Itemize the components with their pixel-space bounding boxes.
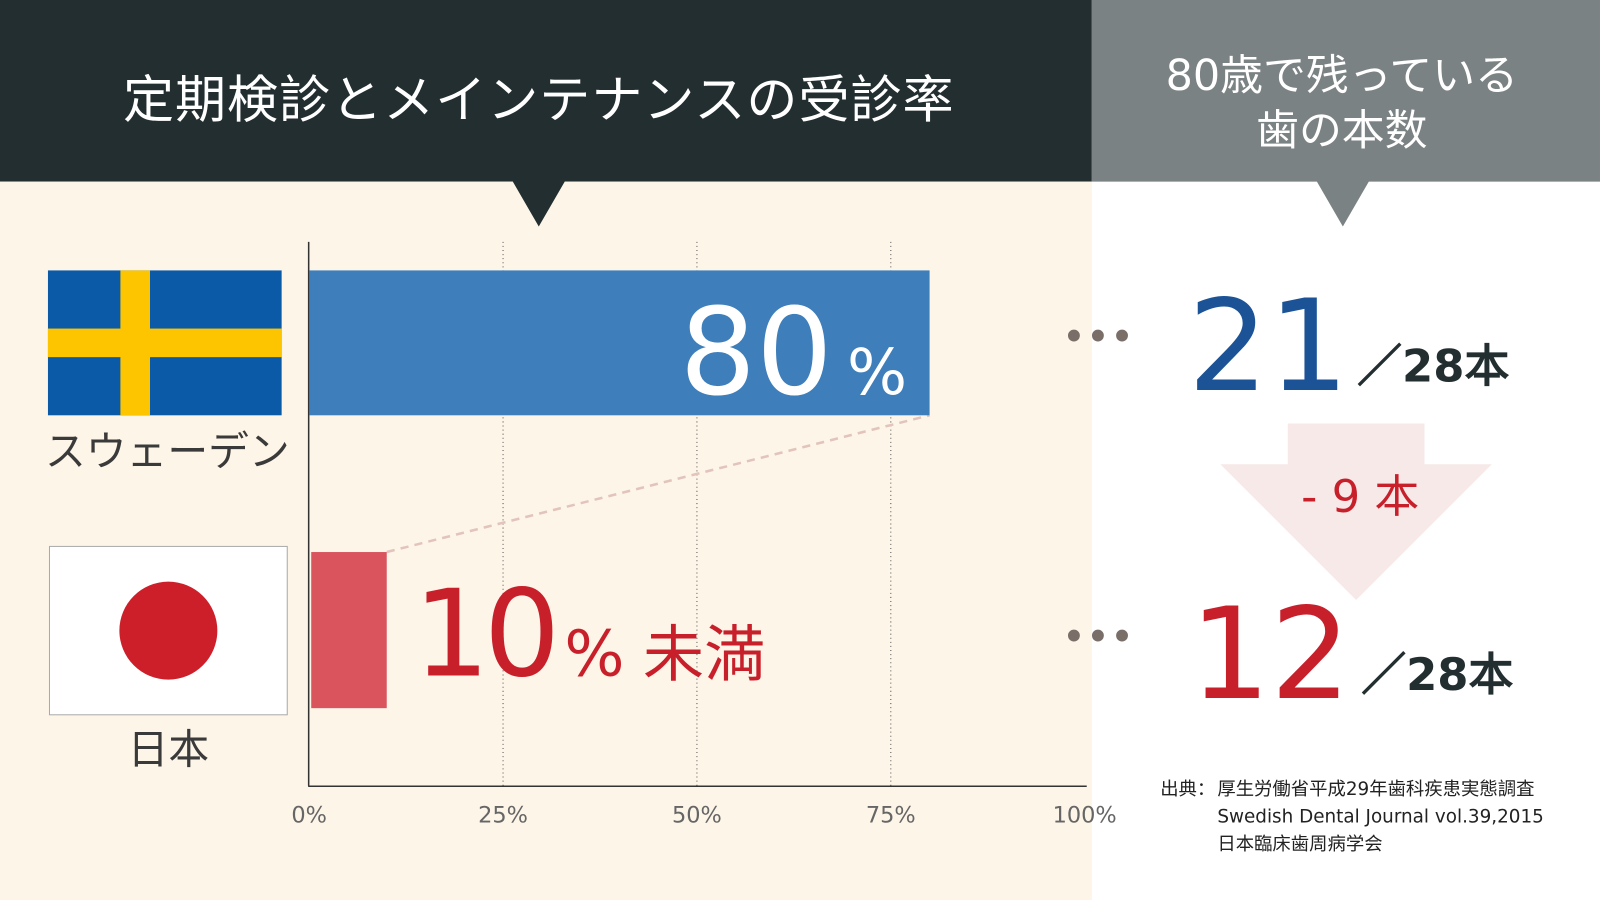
source-line-1: 厚生労働省平成29年歯科疾患実態調査 (1217, 779, 1534, 800)
x-tick-label: 25% (478, 802, 528, 828)
down-arrow (1220, 423, 1492, 600)
x-tick-label: 0% (291, 802, 327, 828)
dots-sweden: ••• (1062, 313, 1134, 361)
header-right: 80歳で残っている 歯の本数 (1091, 0, 1600, 182)
bar-label-japan-number: 10 (413, 565, 554, 705)
bar-label-sweden: 80% (680, 283, 908, 423)
teeth-sweden-count: 21 (1188, 273, 1349, 420)
header-left: 定期検診とメインテナンスの受診率 (0, 0, 1092, 182)
source-label: 出典： (1160, 779, 1215, 800)
bar-label-japan-suffix: 未満 (643, 620, 765, 691)
bar-japan (311, 552, 387, 709)
category-label-sweden: スウェーデン (45, 427, 290, 475)
right-title-line1: 80歳で残っている (1165, 49, 1519, 100)
bar-label-japan-unit: % (564, 617, 624, 691)
right-pointer (1316, 180, 1370, 227)
bar-sweden (309, 270, 930, 416)
x-tick-label: 75% (866, 802, 916, 828)
teeth-sweden-total: ／28本 (1357, 340, 1509, 393)
teeth-difference: - 9 本 (1301, 470, 1419, 523)
right-title-line2: 歯の本数 (1256, 105, 1428, 156)
left-pointer (512, 180, 566, 227)
bar-label-japan: 10% 未満 (413, 565, 765, 705)
teeth-japan-count: 12 (1190, 581, 1351, 728)
bar-label-sweden-unit: % (847, 335, 907, 409)
source-line-3: 日本臨床歯周病学会 (1217, 834, 1382, 855)
left-title: 定期検診とメインテナンスの受診率 (122, 70, 955, 130)
category-label-japan: 日本 (128, 725, 210, 773)
dots-japan: ••• (1062, 613, 1134, 661)
teeth-japan-total: ／28本 (1361, 648, 1513, 701)
x-tick-label: 100% (1053, 802, 1117, 828)
sweden-flag (47, 270, 282, 416)
bar-connector-line (386, 414, 930, 554)
japan-flag (48, 545, 288, 716)
source-line-2: Swedish Dental Journal vol.39,2015 (1217, 806, 1544, 827)
bar-label-sweden-number: 80 (680, 283, 833, 423)
x-tick-label: 50% (672, 802, 722, 828)
